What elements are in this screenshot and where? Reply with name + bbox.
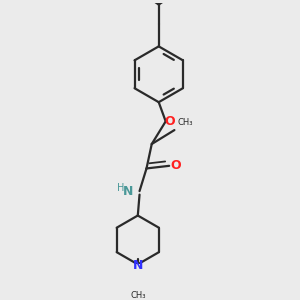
Text: CH₃: CH₃ <box>178 118 194 127</box>
Text: H: H <box>117 184 125 194</box>
Text: O: O <box>165 115 176 128</box>
Text: O: O <box>170 159 181 172</box>
Text: CH₃: CH₃ <box>130 291 146 300</box>
Text: N: N <box>133 259 143 272</box>
Text: N: N <box>123 184 134 198</box>
